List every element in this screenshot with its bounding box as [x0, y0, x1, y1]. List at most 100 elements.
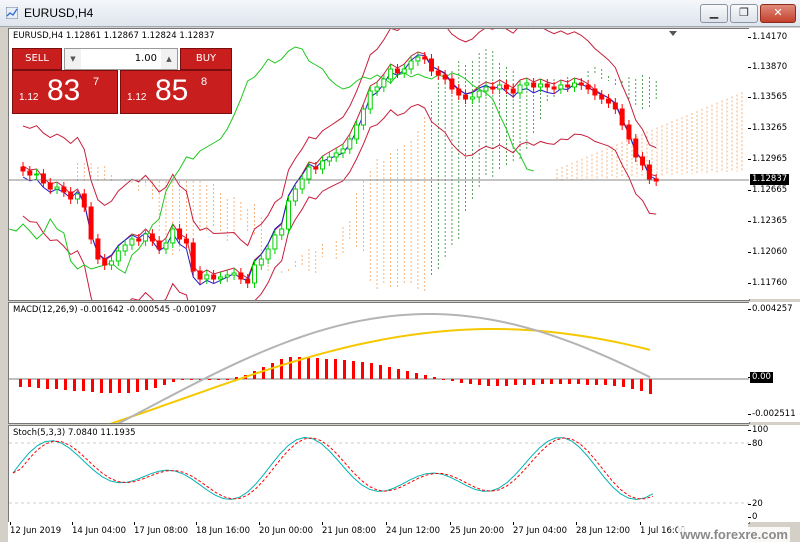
- lot-size-input[interactable]: ▼ 1.00 ▲: [64, 48, 178, 70]
- candle-body: [143, 233, 149, 242]
- chart-app-icon: [6, 7, 18, 19]
- macd-histogram-bar: [478, 379, 481, 385]
- candle-body: [211, 274, 217, 280]
- candle-body: [490, 86, 496, 90]
- macd-histogram-bar: [226, 379, 229, 380]
- macd-histogram-bar: [271, 363, 274, 379]
- candle-body: [40, 173, 46, 184]
- macd-histogram-bar: [280, 359, 283, 379]
- candle-body: [442, 74, 448, 80]
- macd-histogram-bar: [199, 379, 202, 380]
- candle-body: [183, 238, 189, 244]
- macd-histogram-bar: [127, 379, 130, 393]
- macd-pane[interactable]: MACD(12,26,9) -0.001642 -0.000545 -0.001…: [8, 302, 750, 424]
- time-axis-label: 17 Jun 08:00: [134, 522, 188, 536]
- restore-button[interactable]: ❐: [730, 4, 758, 23]
- buy-price-button[interactable]: 1.12 85 8: [120, 70, 232, 114]
- candle-body: [190, 242, 196, 272]
- candle-body: [374, 86, 380, 92]
- minimize-button[interactable]: ▁: [700, 4, 728, 23]
- candle-body: [347, 138, 353, 150]
- candle-body: [340, 148, 346, 154]
- candle-body: [177, 228, 183, 240]
- candle-body: [429, 58, 435, 72]
- window-title: EURUSD,H4: [24, 6, 94, 20]
- close-button[interactable]: ✕: [760, 4, 796, 23]
- macd-histogram-bar: [190, 379, 193, 380]
- candle-body: [381, 78, 387, 88]
- macd-histogram-bar: [19, 379, 22, 387]
- macd-histogram-bar: [28, 379, 31, 387]
- candle-body: [524, 82, 530, 86]
- candle-body: [129, 238, 135, 246]
- price-chart-pane[interactable]: EURUSD,H4 1.12861 1.12867 1.12824 1.1283…: [8, 28, 750, 301]
- candle-body: [279, 228, 285, 236]
- lot-increase-icon[interactable]: ▲: [161, 49, 177, 69]
- macd-histogram-bar: [64, 379, 67, 390]
- candle-body: [435, 70, 441, 76]
- macd-main-line: [117, 313, 651, 423]
- macd-histogram-bar: [217, 379, 220, 380]
- macd-histogram-bar: [532, 379, 535, 385]
- candle-body: [592, 88, 598, 96]
- macd-histogram-bar: [586, 379, 589, 385]
- time-axis-label: 20 Jun 00:00: [259, 522, 313, 536]
- sell-price-button[interactable]: 1.12 83 7: [12, 70, 118, 114]
- sell-button[interactable]: SELL: [12, 48, 62, 70]
- lot-decrease-icon[interactable]: ▼: [65, 49, 81, 69]
- candle-body: [20, 166, 26, 172]
- time-axis-label: 24 Jun 12:00: [386, 522, 440, 536]
- candle-body: [299, 178, 305, 190]
- buy-price-prefix: 1.12: [127, 92, 147, 103]
- stochastic-signal-line: [12, 437, 654, 500]
- axis-tick-label: 1.12665: [747, 185, 788, 195]
- lot-size-value[interactable]: 1.00: [134, 53, 157, 64]
- candle-body: [510, 88, 516, 94]
- candle-body: [483, 86, 489, 92]
- candle-body: [544, 83, 550, 88]
- candle-body: [456, 88, 462, 96]
- macd-histogram-bar: [325, 359, 328, 379]
- macd-histogram-bar: [307, 357, 310, 379]
- candle-body: [599, 94, 605, 100]
- candle-body: [354, 124, 360, 140]
- candle-body: [646, 164, 652, 180]
- buy-button[interactable]: BUY: [180, 48, 232, 70]
- macd-histogram-bar: [163, 379, 166, 385]
- candle-body: [422, 56, 428, 60]
- macd-histogram-bar: [361, 362, 364, 379]
- macd-canvas: [9, 313, 749, 423]
- buy-price-pips: 85: [155, 74, 189, 107]
- axis-tick-label: 100: [747, 425, 769, 435]
- candle-body: [231, 272, 237, 276]
- stochastic-pane[interactable]: Stoch(5,3,3) 7.0840 11.1935: [8, 425, 750, 524]
- candle-body: [449, 78, 455, 90]
- axis-tick-label: 0: [747, 512, 758, 522]
- candle-body: [68, 191, 74, 200]
- candle-body: [115, 250, 121, 262]
- macd-histogram-bar: [514, 379, 517, 385]
- macd-histogram-bar: [424, 375, 427, 379]
- candle-body: [612, 102, 618, 110]
- macd-histogram-bar: [37, 379, 40, 388]
- one-click-trading-panel: SELL ▼ 1.00 ▲ BUY 1.12 83 7 1.12 85 8: [12, 48, 232, 114]
- time-axis: 12 Jun 2019 14 Jun 04:00 17 Jun 08:00 18 Ju…: [8, 522, 748, 542]
- candle-body: [54, 186, 60, 190]
- current-price-marker: 1.12837: [750, 174, 790, 185]
- candle-body: [292, 188, 298, 202]
- candle-body: [401, 68, 407, 74]
- macd-histogram-bar: [154, 379, 157, 388]
- candle-body: [571, 82, 577, 88]
- macd-histogram-bar: [172, 379, 175, 382]
- macd-histogram-bar: [46, 379, 49, 389]
- macd-histogram-bar: [208, 379, 211, 380]
- candle-body: [136, 238, 142, 242]
- macd-histogram-bar: [100, 379, 103, 393]
- macd-histogram-bar: [253, 371, 256, 379]
- candle-body: [258, 258, 264, 266]
- candle-body: [537, 83, 543, 88]
- stochastic-axis: 100 80 20 0: [747, 425, 800, 522]
- title-bar: EURUSD,H4 ▁ ❐ ✕: [0, 0, 800, 27]
- candle-body: [619, 108, 625, 126]
